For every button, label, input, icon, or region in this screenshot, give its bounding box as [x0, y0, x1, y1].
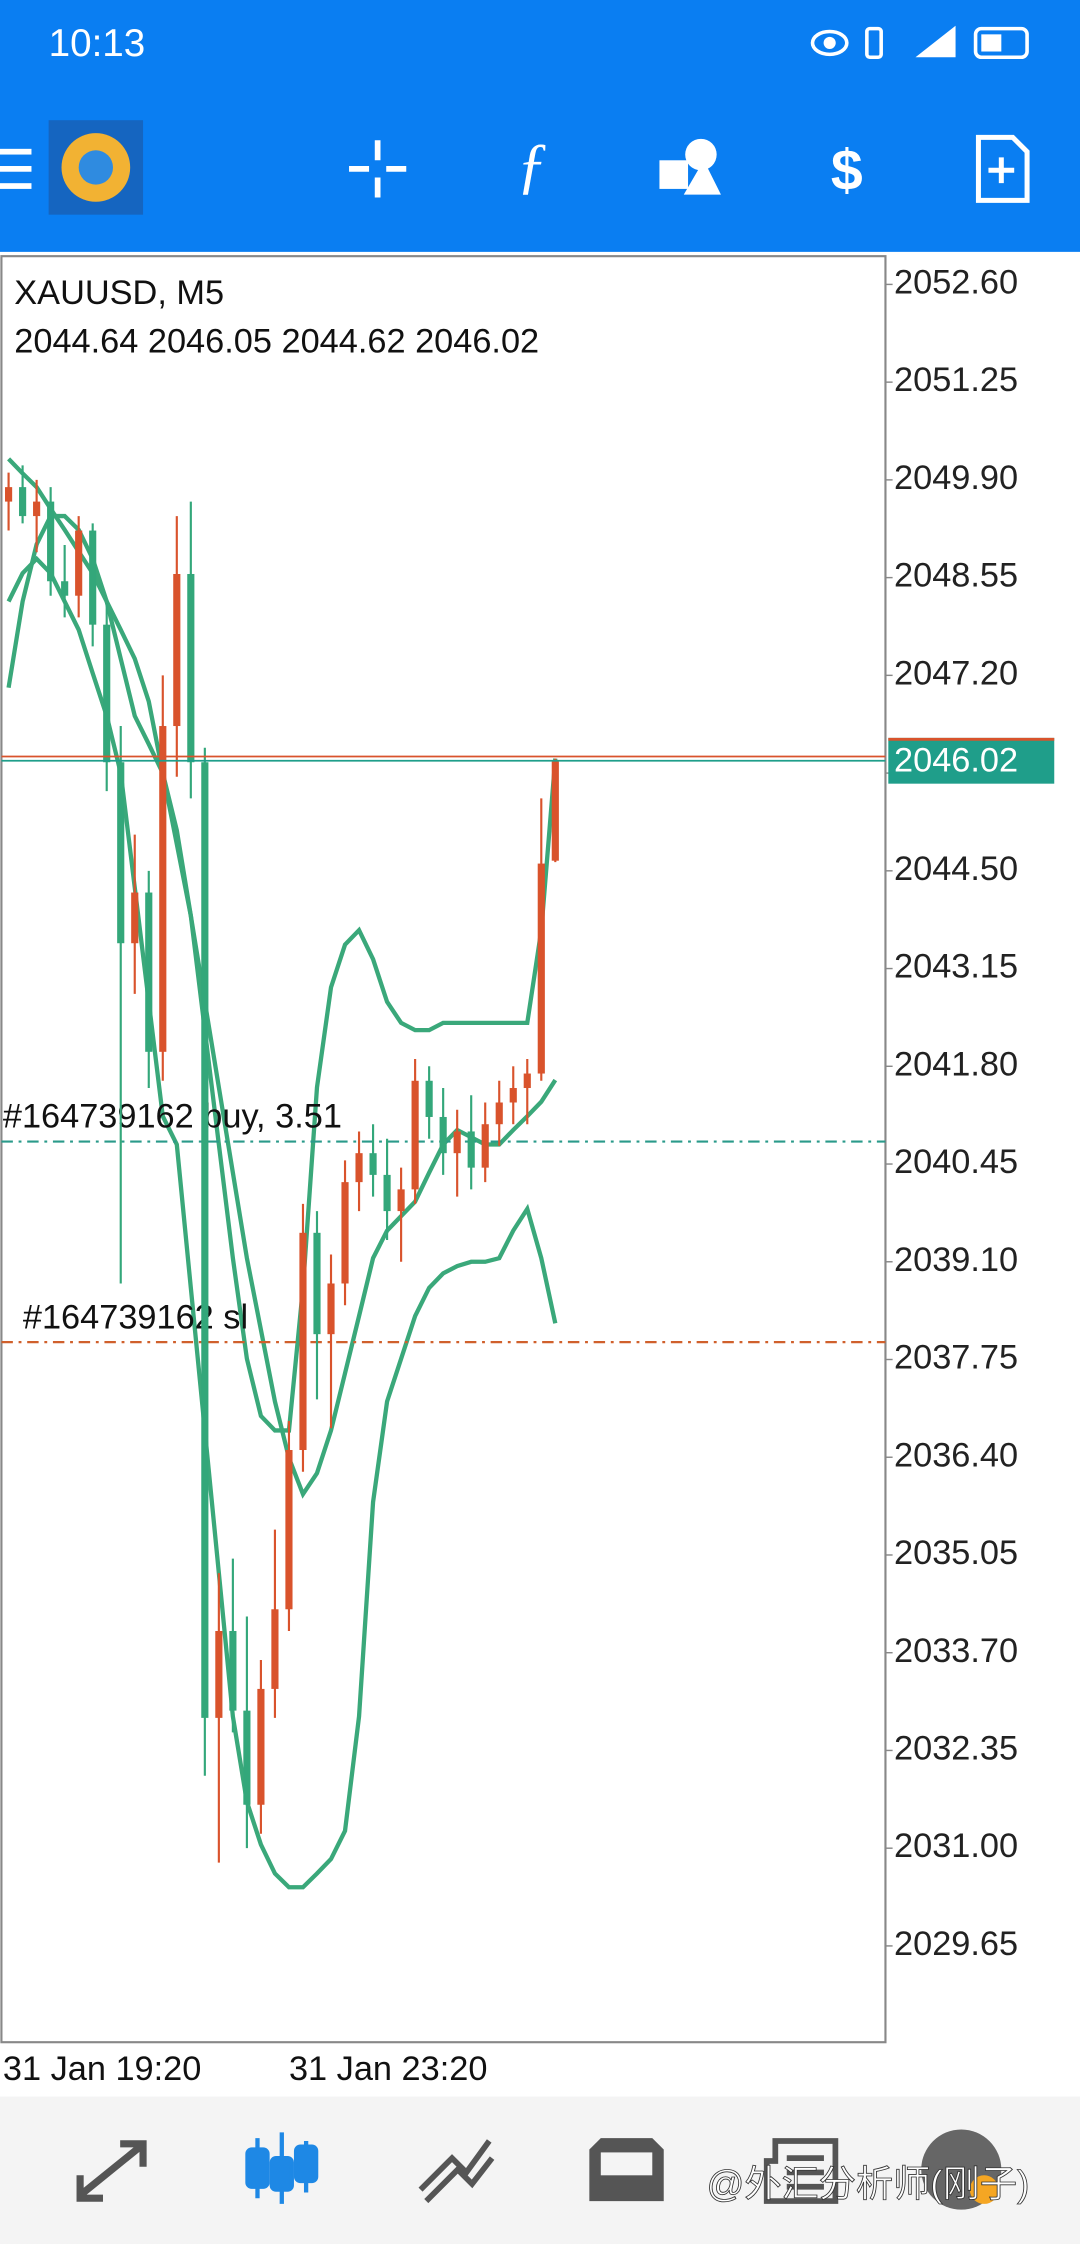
order-label: #164739162 sl [23, 1298, 248, 1336]
trade-button[interactable]: $ [831, 139, 863, 203]
y-tick-label: 2031.00 [894, 1827, 1018, 1865]
band-line [6, 555, 558, 1890]
y-tick-label: 2035.05 [894, 1534, 1018, 1572]
y-tick-label: 2051.25 [894, 361, 1018, 399]
y-tick-label: 2032.35 [894, 1730, 1018, 1768]
candle-body [89, 530, 97, 625]
candle-body [509, 1088, 517, 1103]
y-tick-label: 2049.90 [894, 459, 1018, 497]
candle-body [523, 1073, 531, 1089]
candle-body [187, 573, 195, 763]
candle-body [299, 1232, 307, 1451]
order-label: #164739162 buy, 3.51 [3, 1098, 342, 1136]
y-tick-label: 2036.40 [894, 1436, 1018, 1474]
y-tick-label: 2033.70 [894, 1632, 1018, 1670]
new-order-button[interactable] [975, 134, 1030, 203]
y-tick-label: 2048.55 [894, 557, 1018, 595]
menu-button[interactable] [0, 148, 32, 189]
y-tick-label: 2041.80 [894, 1045, 1018, 1083]
candle-body [131, 892, 139, 944]
candle-body [327, 1283, 335, 1335]
candle-body [341, 1182, 349, 1284]
candle-body [411, 1080, 419, 1190]
y-tick-label: 2043.15 [894, 948, 1018, 986]
symbol: XAUUSD, M5 [14, 274, 224, 312]
candle-body [117, 762, 125, 944]
candle-body [369, 1153, 377, 1175]
history-tab[interactable] [589, 2138, 664, 2202]
status-time: 10:13 [49, 22, 146, 65]
candle-body [5, 487, 13, 502]
price-axis: 2052.602051.252049.902048.552047.202045.… [885, 263, 1055, 1963]
candle-body [313, 1232, 321, 1335]
quotes-tab[interactable] [76, 2140, 147, 2202]
candle-body [159, 726, 167, 1052]
candle-body [467, 1131, 475, 1168]
band-line [6, 513, 558, 1433]
candle-body [495, 1102, 503, 1125]
candle-body [551, 760, 559, 861]
time-label: 31 Jan 19:20 [3, 2050, 201, 2088]
y-tick-label: 2037.75 [894, 1339, 1018, 1377]
candle-body [229, 1630, 237, 1711]
y-tick-label: 2040.45 [894, 1143, 1018, 1181]
candle-body [453, 1131, 461, 1154]
bottom-nav [0, 2096, 1080, 2244]
y-tick-label: 2039.10 [894, 1241, 1018, 1279]
ohlc: 2044.64 2046.05 2044.62 2046.02 [14, 323, 539, 361]
crosshair-button[interactable] [349, 140, 407, 198]
status-icons [810, 25, 1029, 60]
candle-body [61, 581, 69, 596]
y-tick-label: 2029.65 [894, 1925, 1018, 1963]
indicators-button[interactable]: ƒ [516, 130, 547, 200]
candle-body [257, 1688, 265, 1805]
candle-body [439, 1116, 447, 1154]
news-tab[interactable] [763, 2138, 839, 2204]
candle-body [103, 624, 111, 763]
candle-body [33, 501, 41, 517]
trade-tab[interactable] [418, 2139, 495, 2204]
candle-body [173, 573, 181, 727]
y-tick-label: 2052.60 [894, 263, 1018, 301]
candle-body [355, 1153, 363, 1183]
candle-body [537, 863, 545, 1074]
candle-body [383, 1174, 391, 1212]
time-label: 31 Jan 23:20 [289, 2050, 487, 2088]
candle-body [215, 1630, 223, 1718]
badge [969, 2175, 999, 2204]
header [0, 0, 1080, 252]
current-price-label: 2046.02 [894, 741, 1018, 779]
candle-body [271, 1609, 279, 1689]
plot: #164739162 buy, 3.51 #164739162 sl [1, 457, 886, 1890]
objects-button[interactable] [659, 138, 721, 195]
candle-body [425, 1080, 433, 1117]
candle-body [285, 1450, 293, 1610]
candle-body [47, 501, 55, 582]
candle-body [145, 892, 153, 1052]
app-logo[interactable] [48, 120, 144, 215]
candle-body [19, 487, 27, 517]
chart-tab[interactable] [245, 2132, 319, 2204]
candle-body [481, 1124, 489, 1168]
candle-body [75, 530, 83, 596]
watermark: @外汇分析师(刚子) [707, 2163, 1030, 2205]
candle-body [397, 1189, 405, 1212]
candle-body [243, 1710, 251, 1805]
y-tick-label: 2047.20 [894, 654, 1018, 692]
price-label-bg [888, 737, 1055, 784]
y-tick-label: 2044.50 [894, 850, 1018, 888]
candle-body [201, 762, 209, 1718]
